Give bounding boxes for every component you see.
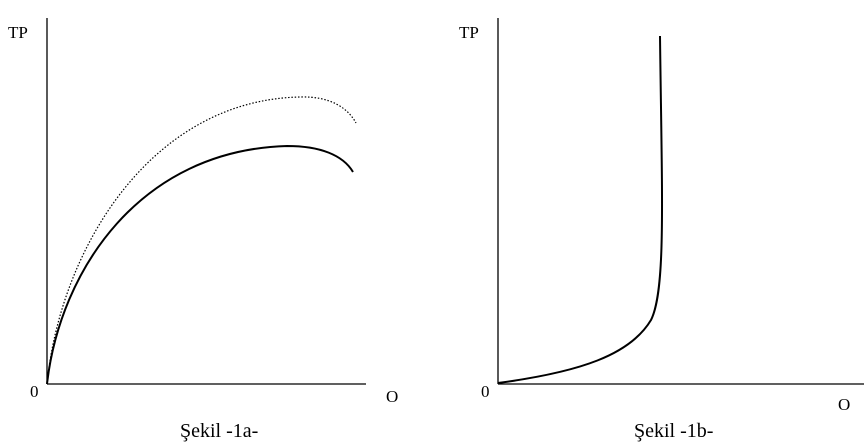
panel-b-y-axis-label: TP (459, 23, 479, 42)
panel-b-solid-curve (497, 35, 664, 384)
panel-b-origin-label: 0 (481, 382, 490, 401)
panel-a-caption: Şekil -1a- (180, 420, 258, 442)
panel-a-dotted-curve (46, 96, 357, 385)
panel-b: TP 0 O Şekil -1b- (459, 18, 864, 442)
panel-a-x-axis-label: O (386, 387, 398, 406)
panel-b-x-axis-label: O (838, 395, 850, 414)
panel-b-caption: Şekil -1b- (634, 420, 713, 442)
panel-a-origin-label: 0 (30, 382, 39, 401)
panel-a: TP 0 O Şekil -1a- (8, 18, 398, 442)
panel-a-y-axis-label: TP (8, 23, 28, 42)
panel-a-solid-curve (46, 144, 354, 385)
